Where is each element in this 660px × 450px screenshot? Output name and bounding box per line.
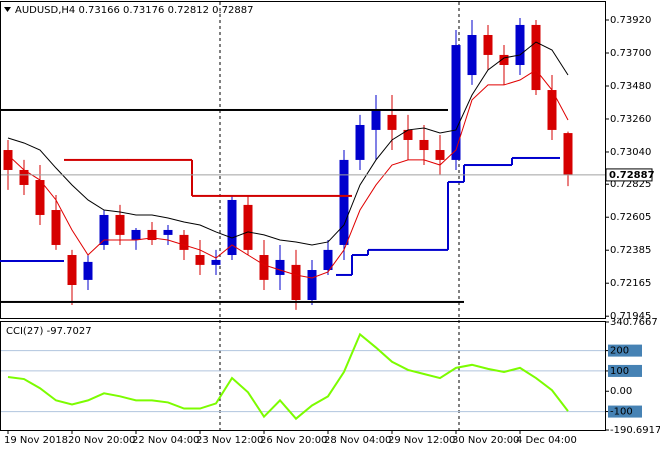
x-tick-label: 22 Nov 04:00 xyxy=(132,435,199,446)
y-tick-label: 0.71945 xyxy=(610,311,651,322)
x-tick-label: 28 Nov 04:00 xyxy=(324,435,391,446)
candle-body xyxy=(323,249,333,271)
low-price: 0.72812 xyxy=(168,5,209,16)
y-tick-label: 0.73920 xyxy=(610,15,651,26)
x-tick-label: 19 Nov 2018 xyxy=(4,435,68,446)
candle-body xyxy=(35,180,45,215)
open-price: 0.73166 xyxy=(78,5,119,16)
y-tick-label: 0.73040 xyxy=(610,147,651,158)
y-tick-label: 100 xyxy=(610,366,629,377)
close-price: 0.72887 xyxy=(212,5,253,16)
y-tick-label: -190.6917 xyxy=(610,425,660,436)
candle-body xyxy=(195,255,205,265)
y-tick-label: 0.00 xyxy=(610,386,632,397)
candle-body xyxy=(499,54,509,65)
high-price: 0.73176 xyxy=(123,5,164,16)
candle-body xyxy=(51,210,61,245)
x-tick-label: 29 Nov 12:00 xyxy=(388,435,455,446)
candle-body xyxy=(275,259,285,275)
y-tick-label: 0.73700 xyxy=(610,48,651,59)
indicator-line xyxy=(7,69,569,279)
y-tick-label: 0.72825 xyxy=(610,179,651,190)
indicator-line xyxy=(7,41,569,246)
candle-body xyxy=(115,214,125,235)
candle-body xyxy=(563,133,573,175)
indicator-value: -97.7027 xyxy=(47,326,92,337)
candle-body xyxy=(19,169,29,185)
candle-body xyxy=(371,109,381,130)
plot-layer: 0.73920 0.73700 0.73480 0.73260 0.73040 0.728… xyxy=(0,15,660,446)
y-tick-label: 0.73480 xyxy=(610,81,651,92)
candle-body xyxy=(435,150,445,160)
indicator-line xyxy=(7,332,569,421)
last-price-label: 0.72887 xyxy=(609,170,655,181)
main-panel-frame xyxy=(0,1,606,319)
candle-body xyxy=(339,159,349,245)
y-tick-label: 0.72165 xyxy=(610,278,651,289)
level-label-box xyxy=(608,344,642,357)
candle-body xyxy=(147,229,157,241)
last-price-box xyxy=(605,168,653,182)
symbol-header: AUDUSD,H4 0.73166 0.73176 0.72812 0.7288… xyxy=(15,5,253,16)
candle-body xyxy=(243,204,253,250)
y-tick-label: 200 xyxy=(610,346,629,357)
y-tick-label: 340.7667 xyxy=(610,317,658,328)
candle-body xyxy=(355,124,365,160)
candle-body xyxy=(99,214,109,245)
candle-body xyxy=(259,255,269,280)
indicator-panel-frame xyxy=(0,321,606,431)
x-tick-label: 20 Nov 20:00 xyxy=(68,435,135,446)
x-tick-label: 30 Nov 20:00 xyxy=(452,435,519,446)
x-tick-label: 23 Nov 12:00 xyxy=(196,435,263,446)
y-tick-label: -100 xyxy=(610,407,633,418)
candle-body xyxy=(163,229,173,235)
candle-body xyxy=(451,45,461,160)
candle-body xyxy=(387,114,397,130)
candle-body xyxy=(307,270,317,301)
y-tick-label: 0.73260 xyxy=(610,114,651,125)
candle-body xyxy=(131,229,141,241)
candle-body xyxy=(227,199,237,256)
y-tick-label: 0.72385 xyxy=(610,245,651,256)
candle-body xyxy=(83,261,93,280)
y-tick-label: 0.72605 xyxy=(610,212,651,223)
x-tick-label: 26 Nov 20:00 xyxy=(260,435,327,446)
candle-body xyxy=(547,90,557,130)
candle-body xyxy=(67,255,77,286)
candle-body xyxy=(467,34,477,76)
candle-body xyxy=(531,24,541,91)
symbol: AUDUSD,H4 xyxy=(15,5,75,16)
candle-body xyxy=(483,34,493,55)
menu-arrow[interactable] xyxy=(4,7,11,12)
candle-body xyxy=(419,139,429,151)
candle-body xyxy=(403,129,413,140)
level-label-box xyxy=(608,405,642,418)
x-tick-label: 4 Dec 04:00 xyxy=(516,435,577,446)
indicator-name: CCI(27) xyxy=(6,326,44,337)
level-label-box xyxy=(608,364,642,377)
candle-body xyxy=(291,264,301,301)
candle-body xyxy=(211,259,221,265)
candle-body xyxy=(3,150,13,170)
candle-body xyxy=(515,24,525,65)
indicator-header: CCI(27) -97.7027 xyxy=(6,326,92,337)
candle-body xyxy=(179,234,189,250)
